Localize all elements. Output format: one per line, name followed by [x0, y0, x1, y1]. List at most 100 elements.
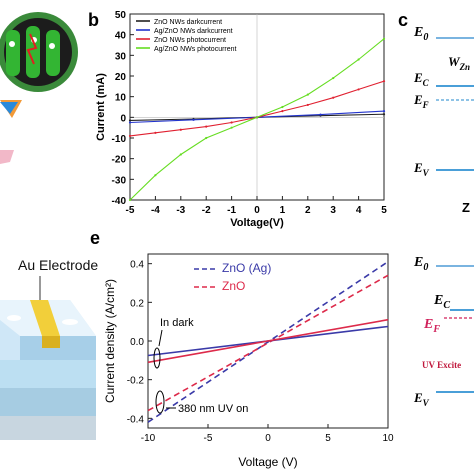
series-point-3	[230, 126, 233, 129]
legend-entry: ZnO NWs darkcurrent	[154, 19, 222, 26]
svg-text:E0: E0	[413, 25, 428, 43]
x-axis-label: Voltage (V)	[238, 455, 297, 469]
annotation-in-dark: In dark	[160, 317, 194, 329]
series-point-0	[128, 119, 132, 122]
ev-bottom-label: E	[413, 390, 423, 405]
series-point-2	[154, 131, 157, 134]
ef-top-label: E	[413, 92, 423, 107]
x-tick-label: 0	[265, 433, 271, 444]
x-tick-label: -5	[204, 433, 213, 444]
x-tick-label: -2	[202, 205, 211, 216]
series-point-3	[255, 116, 259, 119]
svg-text:EF: EF	[413, 92, 429, 110]
x-tick-label: 0	[254, 205, 260, 216]
ec-bottom-label: E	[433, 293, 443, 308]
series-point-3	[205, 136, 208, 140]
e0-bottom-label: E	[413, 255, 423, 270]
annotation-ellipse-uv	[155, 390, 165, 414]
y-tick-label: 30	[115, 51, 127, 62]
legend-entry: ZnO	[222, 279, 245, 293]
annotation-ellipse-dark	[153, 347, 161, 369]
series-point-2	[205, 125, 208, 128]
chart-b: -5 -4 -3 -2 -1 0 1 2 3 4 5-40-30-20-1001020304050V…	[95, 10, 387, 229]
series-point-1	[319, 113, 322, 116]
svg-text:EF: EF	[423, 317, 440, 335]
legend-entry: Ag/ZnO NWs darkcurrent	[154, 28, 233, 35]
uv-excite-text: UV Excite	[422, 360, 461, 370]
legend-entry: ZnO NWs photocurrent	[154, 37, 226, 44]
series-point-2	[179, 128, 182, 131]
series-point-3	[332, 76, 335, 80]
ec-top-label: E	[413, 70, 423, 85]
panel-label-c: c	[398, 10, 408, 30]
series-line-3	[147, 318, 389, 364]
electrode-label: Au Electrode	[18, 257, 98, 273]
x-tick-label: 2	[305, 205, 311, 216]
chart-e: -10 -5 0 5 10 -0.4 -0.2 0.0 0.2 0.4 Voltage (V) Cur…	[103, 253, 394, 469]
x-tick-label: -1	[227, 205, 236, 216]
y-tick-label: -0.2	[127, 376, 145, 387]
annotation-uv: 380 nm UV on	[178, 403, 248, 415]
series-point-3	[281, 105, 284, 109]
series-point-0	[382, 113, 386, 116]
ef-bottom-label: E	[423, 317, 433, 332]
svg-text:EV: EV	[413, 160, 430, 178]
cut-off-text: Z	[462, 200, 470, 215]
e0-top-label: E	[413, 25, 423, 40]
left-device-illustration: Au Electrode	[0, 257, 98, 440]
y-tick-label: 0	[120, 113, 126, 124]
x-tick-label: -3	[176, 205, 185, 216]
left-top-illustration	[0, 12, 78, 164]
series-point-3	[154, 174, 157, 177]
svg-text:EC: EC	[413, 70, 430, 88]
panel-label-e: e	[90, 228, 100, 248]
y-tick-label: 20	[115, 72, 127, 83]
x-tick-label: 10	[382, 433, 394, 444]
y-tick-label: -30	[112, 175, 127, 186]
y-tick-label: 40	[115, 31, 127, 42]
series-point-3	[382, 37, 386, 40]
annotation-arrow-dark	[158, 329, 163, 347]
series-point-2	[281, 110, 284, 113]
series-point-3	[179, 153, 182, 156]
svg-text:EV: EV	[413, 390, 430, 408]
y-tick-label: 0.2	[130, 298, 144, 309]
x-tick-label: -10	[141, 433, 156, 444]
y-axis-label: Current (mA)	[95, 73, 107, 141]
x-tick-label: 4	[356, 205, 362, 216]
series-point-3	[128, 198, 132, 202]
x-axis-label: Voltage(V)	[230, 217, 284, 229]
band-diagram-top: E0 WZn EC EF EV Z	[413, 25, 474, 215]
series-point-1	[128, 121, 132, 124]
legend-entry: ZnO (Ag)	[222, 261, 271, 275]
x-tick-label: -4	[151, 205, 160, 216]
y-tick-label: -10	[112, 134, 127, 145]
x-tick-label: 5	[381, 205, 387, 216]
y-tick-label: -20	[112, 155, 127, 166]
series-point-2	[306, 103, 309, 107]
legend-entry: Ag/ZnO NWs photocurrent	[154, 46, 237, 53]
series-point-2	[128, 134, 132, 138]
series-point-3	[357, 58, 360, 61]
series-line-0	[147, 261, 389, 423]
panel-label-b: b	[88, 10, 99, 30]
x-tick-label: 3	[330, 205, 336, 216]
y-tick-label: 50	[115, 10, 127, 21]
series-point-2	[230, 121, 233, 124]
y-tick-label: 0.4	[130, 260, 144, 271]
series-point-2	[357, 88, 360, 91]
series-point-3	[306, 93, 309, 96]
y-tick-label: 10	[115, 93, 127, 104]
work-function-label: W	[448, 54, 461, 69]
x-tick-label: 5	[325, 433, 331, 444]
ev-top-label: E	[413, 160, 423, 175]
series-line-1	[147, 274, 389, 412]
series-point-2	[332, 96, 335, 99]
series-point-1	[382, 110, 386, 113]
y-tick-label: 0.0	[130, 337, 144, 348]
band-diagram-bottom: E0 EC EF UV Excite EV	[413, 255, 474, 408]
y-axis-label: Current density (A/cm²)	[103, 279, 117, 403]
svg-text:E0: E0	[413, 255, 428, 273]
y-tick-label: -0.4	[127, 414, 145, 425]
